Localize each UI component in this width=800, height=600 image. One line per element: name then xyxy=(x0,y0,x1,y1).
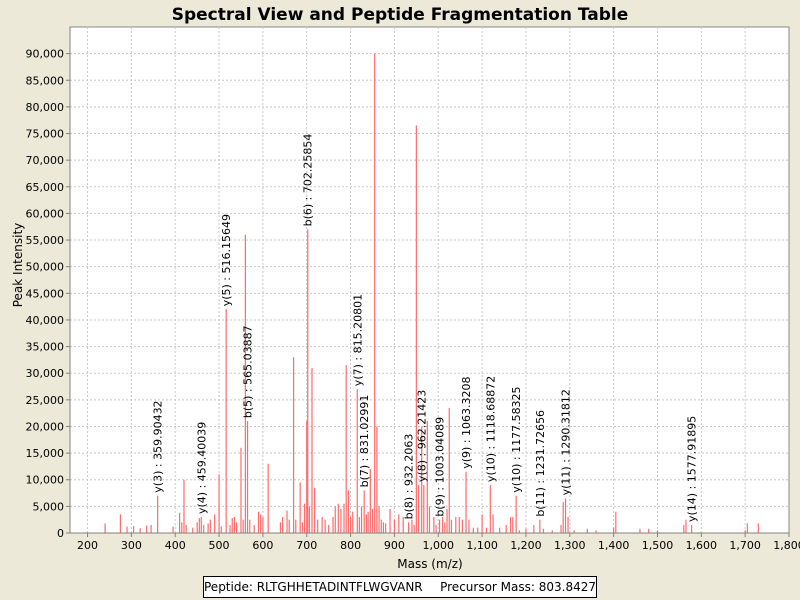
peak-annotation: y(11) : 1290.31812 xyxy=(560,389,573,495)
y-axis-label: Peak Intensity xyxy=(11,223,25,308)
y-tick-label: 55,000 xyxy=(26,234,65,247)
y-tick-label: 70,000 xyxy=(26,154,65,167)
peak-annotation: b(7) : 831.02991 xyxy=(358,395,371,488)
peak-annotation: y(9) : 1063.3208 xyxy=(460,376,473,468)
y-tick-label: 30,000 xyxy=(26,367,65,380)
peak-annotation: b(9) : 1003.04089 xyxy=(434,417,447,517)
peak-annotation: y(7) : 815.20801 xyxy=(351,294,364,386)
y-tick-label: 75,000 xyxy=(26,128,65,141)
y-tick-label: 50,000 xyxy=(26,261,65,274)
y-tick-label: 65,000 xyxy=(26,181,65,194)
peak-annotation: y(10) : 1177.58325 xyxy=(510,386,523,492)
peak-annotations: y(3) : 359.90432 y(4) : 459.40039 y(5) : 5… xyxy=(152,134,699,522)
x-tick-label: 600 xyxy=(252,539,273,552)
x-tick-label: 700 xyxy=(296,539,317,552)
peak-annotation: y(8) : 962.21423 xyxy=(416,390,429,482)
peak-annotation: b(6) : 702.25854 xyxy=(302,134,315,227)
x-tick-label: 500 xyxy=(209,539,230,552)
x-tick-label: 1,500 xyxy=(642,539,674,552)
x-tick-label: 1,200 xyxy=(510,539,542,552)
y-tick-label: 35,000 xyxy=(26,341,65,354)
y-tick-label: 15,000 xyxy=(26,447,65,460)
y-tick-label: 80,000 xyxy=(26,101,65,114)
y-tick-label: 40,000 xyxy=(26,314,65,327)
precursor-mass: Precursor Mass: 803.8427 xyxy=(440,580,596,594)
peak-annotation: y(4) : 459.40039 xyxy=(195,422,208,514)
peak-bars xyxy=(104,53,759,533)
x-tick-label: 1,800 xyxy=(773,539,800,552)
plot-area xyxy=(69,26,790,534)
x-tick-label: 1,300 xyxy=(554,539,586,552)
peak-annotation: y(10) : 1118.68872 xyxy=(484,376,497,482)
axes: 0 5,000 10,000 15,000 20,000 25,000 30,000 35,0… xyxy=(26,27,800,552)
grid-lines xyxy=(70,27,789,533)
peak-annotation: y(14) : 1577.91895 xyxy=(686,416,699,522)
y-tick-label: 5,000 xyxy=(33,500,65,513)
y-tick-label: 45,000 xyxy=(26,287,65,300)
peak-annotation: b(8) : 932.2063 xyxy=(403,434,416,520)
chart-title: Spectral View and Peptide Fragmentation … xyxy=(172,5,629,25)
peak-annotation: b(11) : 1231.72656 xyxy=(534,410,547,517)
x-tick-label: 300 xyxy=(121,539,142,552)
y-tick-label: 20,000 xyxy=(26,420,65,433)
y-tick-label: 10,000 xyxy=(26,474,65,487)
x-tick-label: 1,600 xyxy=(686,539,718,552)
peak-annotation: b(5) : 565.03887 xyxy=(242,325,255,418)
y-tick-label: 0 xyxy=(57,527,64,540)
peak-annotation: y(3) : 359.90432 xyxy=(152,400,165,492)
peptide-sequence: Peptide: RLTGHHETADINTFLWGVANR xyxy=(204,580,423,594)
y-tick-label: 90,000 xyxy=(26,48,65,61)
x-tick-label: 400 xyxy=(165,539,186,552)
y-tick-label: 60,000 xyxy=(26,207,65,220)
y-tick-label: 25,000 xyxy=(26,394,65,407)
peptide-info-box: Peptide: RLTGHHETADINTFLWGVANR Precursor… xyxy=(203,576,597,598)
x-tick-label: 1,700 xyxy=(729,539,761,552)
x-tick-label: 1,100 xyxy=(466,539,498,552)
x-tick-label: 900 xyxy=(384,539,405,552)
x-axis-label: Mass (m/z) xyxy=(397,557,462,571)
x-tick-label: 200 xyxy=(77,539,98,552)
y-tick-label: 85,000 xyxy=(26,74,65,87)
x-tick-label: 1,400 xyxy=(598,539,630,552)
peak-annotation: y(5) : 516.15649 xyxy=(220,214,233,306)
x-tick-label: 1,000 xyxy=(423,539,455,552)
x-tick-label: 800 xyxy=(340,539,361,552)
